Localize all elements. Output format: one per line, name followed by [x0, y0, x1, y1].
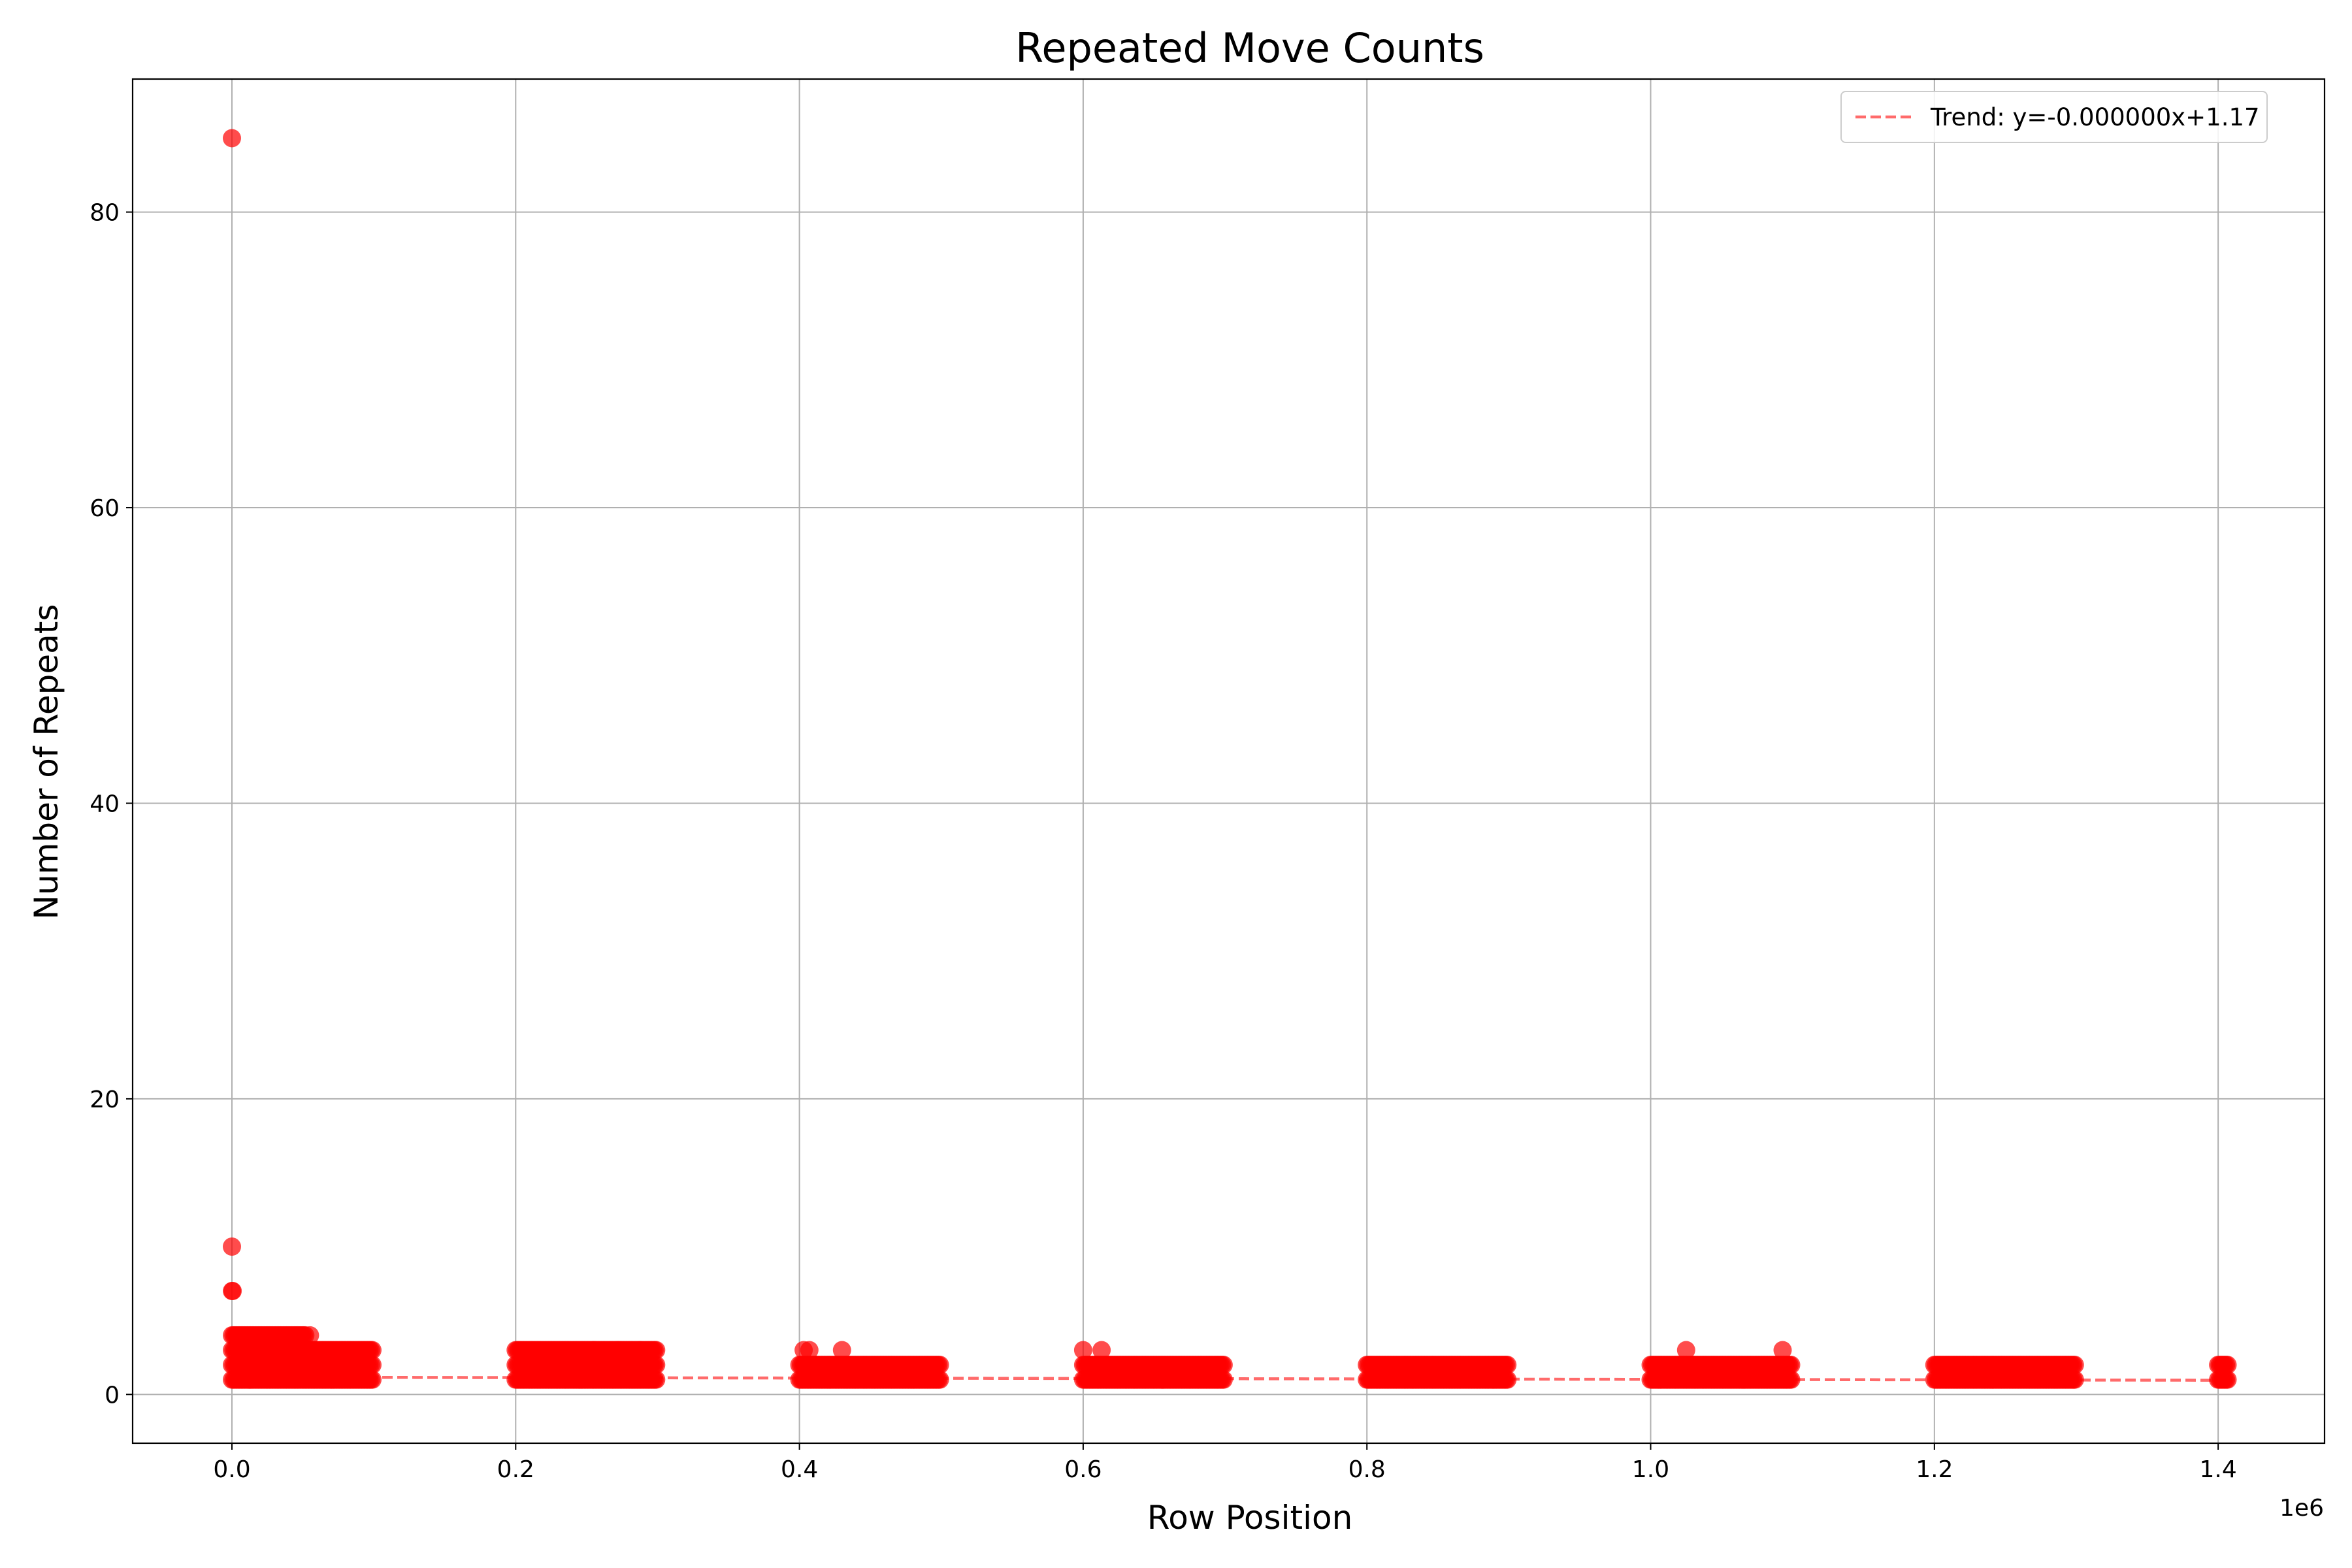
data-point: [223, 1282, 242, 1300]
x-tick-label: 0.2: [497, 1456, 534, 1483]
data-point: [2218, 1356, 2237, 1375]
data-point: [223, 129, 241, 148]
data-point: [363, 1341, 382, 1360]
data-point: [1498, 1356, 1517, 1375]
y-axis-title: Number of Repeats: [27, 604, 65, 920]
data-point: [608, 1341, 627, 1360]
data-point: [1782, 1370, 1801, 1389]
x-tick-label: 0.8: [1348, 1456, 1386, 1483]
data-point: [363, 1356, 382, 1375]
y-tick-label: 80: [90, 200, 120, 227]
data-point: [1092, 1341, 1111, 1360]
legend-trend-label: Trend: y=-0.000000x+1.17: [1930, 103, 2260, 131]
grid: [133, 79, 2325, 1443]
chart-title: Repeated Move Counts: [1015, 24, 1484, 72]
data-point: [930, 1356, 949, 1375]
data-point: [800, 1341, 819, 1360]
x-tick-label: 0.6: [1064, 1456, 1102, 1483]
data-point: [2218, 1370, 2237, 1389]
data-point: [930, 1370, 949, 1389]
x-tick-label: 0.0: [213, 1456, 250, 1483]
legend: Trend: y=-0.000000x+1.17: [1840, 91, 2268, 143]
y-tick-label: 0: [105, 1382, 120, 1409]
data-points: [223, 129, 2237, 1389]
data-point: [2065, 1356, 2084, 1375]
y-tick-label: 20: [90, 1086, 120, 1113]
y-tick-label: 60: [90, 495, 120, 522]
data-point: [1773, 1341, 1792, 1360]
x-tick-label: 1.2: [1916, 1456, 1953, 1483]
x-axis-title: Row Position: [1147, 1499, 1353, 1537]
x-axis-ticks: 0.0 0.2 0.4 0.6 0.8 1.0 1.2 1.4: [213, 1443, 2237, 1483]
data-point: [631, 1341, 650, 1360]
x-tick-label: 0.4: [781, 1456, 818, 1483]
data-point: [1073, 1341, 1092, 1360]
y-axis-ticks: 0 20 40 60 80: [90, 200, 133, 1409]
data-point: [1498, 1370, 1517, 1389]
data-point: [832, 1341, 851, 1360]
data-point: [363, 1370, 382, 1389]
x-axis-offset-label: 1e6: [2279, 1495, 2324, 1522]
data-point: [2065, 1370, 2084, 1389]
data-point: [647, 1356, 666, 1375]
data-point: [1676, 1341, 1695, 1360]
data-point: [584, 1341, 603, 1360]
data-point: [647, 1341, 666, 1360]
data-point: [647, 1370, 666, 1389]
x-tick-label: 1.0: [1632, 1456, 1669, 1483]
data-point: [223, 1237, 241, 1256]
data-point: [1214, 1370, 1233, 1389]
plot-frame: [131, 78, 2326, 1445]
legend-box: [1840, 91, 2268, 143]
x-tick-label: 1.4: [2200, 1456, 2237, 1483]
data-point: [301, 1326, 319, 1345]
data-point: [1782, 1356, 1801, 1375]
y-tick-label: 40: [90, 791, 120, 817]
data-point: [1214, 1356, 1233, 1375]
